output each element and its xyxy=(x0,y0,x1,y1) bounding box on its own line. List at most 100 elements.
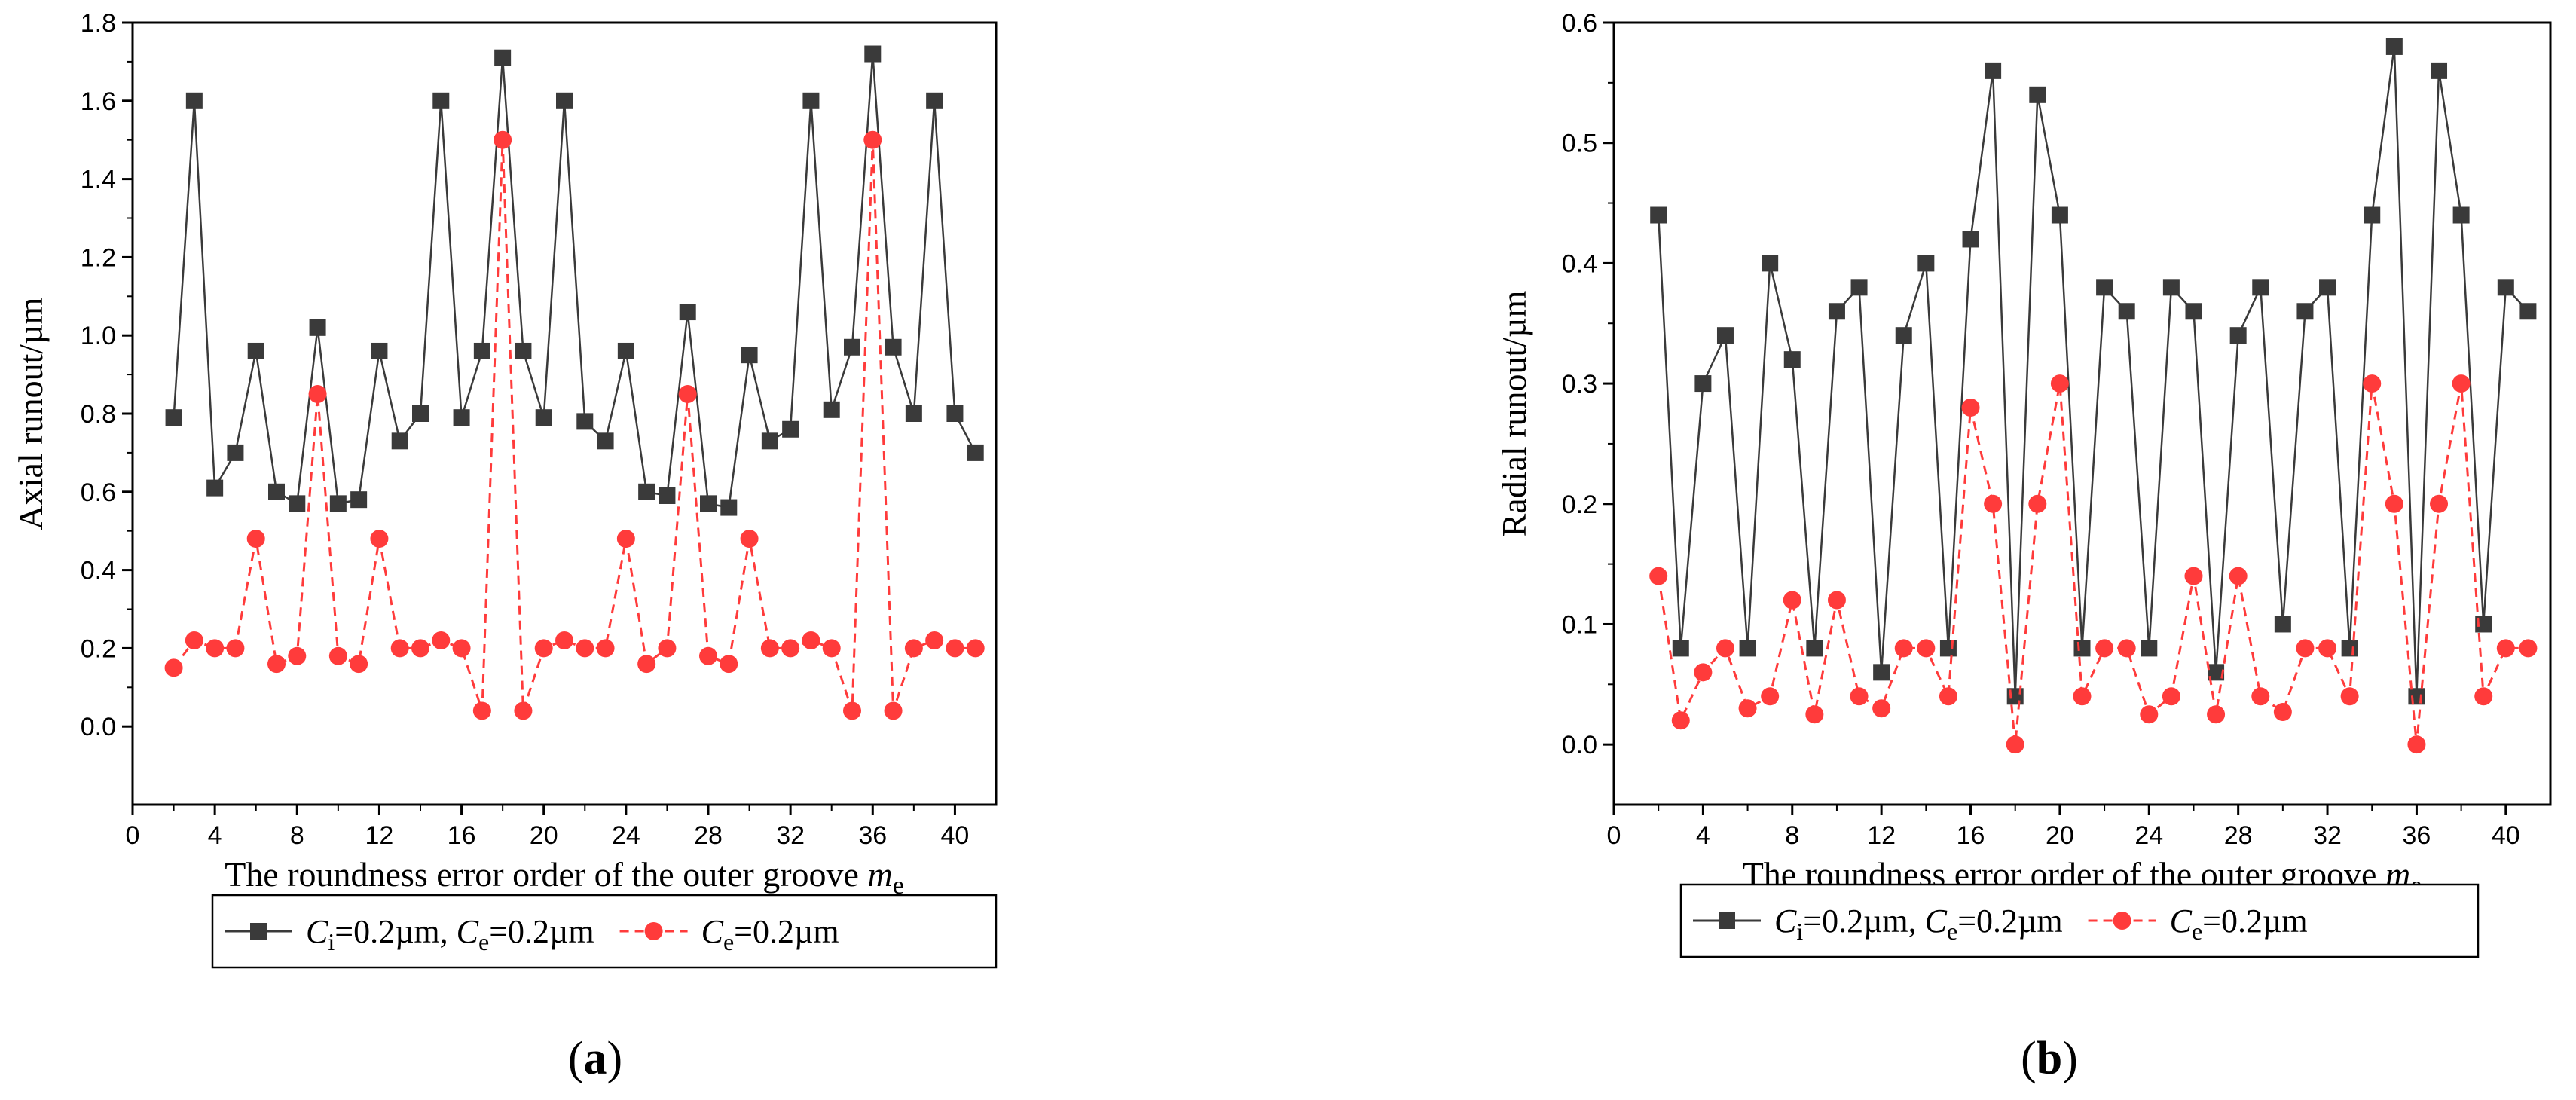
legend: Ci=0.2µm, Ce=0.2µm Ce=0.2µm xyxy=(211,894,998,969)
data-point-circle xyxy=(2028,494,2047,513)
data-point-square xyxy=(2497,279,2514,296)
y-tick-label: 0.4 xyxy=(1562,249,1597,278)
data-point-square xyxy=(227,444,244,461)
x-tick-label: 40 xyxy=(941,821,970,850)
data-point-circle xyxy=(1984,494,2003,513)
data-point-square xyxy=(2519,303,2537,320)
data-point-square xyxy=(268,483,285,500)
legend-marker-square xyxy=(250,923,267,940)
data-point-square xyxy=(556,92,573,109)
data-point-square xyxy=(1895,327,1912,344)
data-point-square xyxy=(1716,327,1734,344)
panel-caption: (b) xyxy=(2021,1033,2078,1084)
data-point-circle xyxy=(288,646,307,665)
data-point-square xyxy=(905,405,922,422)
data-point-square xyxy=(473,342,490,359)
data-point-square xyxy=(2475,616,2492,633)
legend-marker-circle xyxy=(2113,912,2131,930)
x-tick-label: 40 xyxy=(2492,821,2520,850)
data-point-circle xyxy=(2496,639,2515,658)
data-point-square xyxy=(679,304,696,321)
data-point-square xyxy=(2073,640,2091,657)
data-point-square xyxy=(2118,303,2135,320)
data-point-square xyxy=(1650,206,1667,224)
data-point-square xyxy=(1828,303,1845,320)
data-point-circle xyxy=(2273,703,2292,722)
x-axis-label: The roundness error order of the outer g… xyxy=(225,855,904,900)
data-point-circle xyxy=(494,130,512,149)
data-point-square xyxy=(2385,38,2403,55)
data-point-square xyxy=(638,483,655,500)
data-point-circle xyxy=(411,639,429,658)
legend: Ci=0.2µm, Ce=0.2µm Ce=0.2µm xyxy=(1679,883,2480,958)
y-tick-label: 0.8 xyxy=(81,400,116,429)
data-point-square xyxy=(2141,640,2158,657)
y-tick-label: 0.0 xyxy=(81,713,116,741)
legend-label: Ci=0.2µm, Ce=0.2µm xyxy=(306,913,594,955)
data-point-square xyxy=(1939,640,1957,657)
x-tick-label: 36 xyxy=(2403,821,2431,850)
data-point-circle xyxy=(164,658,183,677)
data-point-square xyxy=(720,499,738,516)
data-point-circle xyxy=(2251,687,2270,706)
data-point-square xyxy=(185,92,203,109)
data-point-circle xyxy=(350,655,368,674)
data-point-circle xyxy=(1738,699,1757,718)
data-point-square xyxy=(2029,86,2046,103)
x-tick-label: 4 xyxy=(208,821,222,850)
series-line-1 xyxy=(173,53,976,509)
data-point-circle xyxy=(822,639,841,658)
y-axis-label: Axial runout/µm xyxy=(11,297,50,530)
data-point-circle xyxy=(2095,639,2114,658)
data-point-circle xyxy=(2162,687,2180,706)
data-point-circle xyxy=(2385,494,2403,513)
data-point-square xyxy=(371,342,388,359)
data-point-square xyxy=(617,342,634,359)
data-point-square xyxy=(515,342,532,359)
data-point-square xyxy=(2408,688,2425,705)
data-point-circle xyxy=(678,385,697,404)
data-point-square xyxy=(782,420,799,438)
y-tick-label: 1.0 xyxy=(81,322,116,350)
y-tick-label: 0.2 xyxy=(81,634,116,663)
data-point-square xyxy=(1985,62,2002,79)
data-point-circle xyxy=(2140,705,2159,724)
data-point-circle xyxy=(576,639,594,658)
data-point-circle xyxy=(2318,639,2337,658)
x-tick-label: 20 xyxy=(530,821,558,850)
data-point-circle xyxy=(1917,639,1936,658)
data-point-circle xyxy=(802,631,820,650)
data-point-square xyxy=(453,409,470,426)
x-tick-label: 16 xyxy=(448,821,476,850)
data-point-square xyxy=(946,405,964,422)
data-point-circle xyxy=(2050,374,2069,393)
data-point-square xyxy=(967,444,984,461)
data-point-circle xyxy=(2207,705,2226,724)
data-point-circle xyxy=(534,639,553,658)
legend-marker-circle xyxy=(644,922,663,940)
data-point-circle xyxy=(2073,687,2092,706)
data-point-square xyxy=(576,413,594,430)
data-point-square xyxy=(2341,640,2358,657)
data-point-circle xyxy=(781,639,800,658)
data-point-circle xyxy=(1805,705,1824,724)
chart-panel-b: 0 4 8 12 16 20 24 28 32 36 40 0.0 0.1 0.2 0.3 0.4 0.5 0.6… xyxy=(1495,9,2552,1084)
data-point-circle xyxy=(308,385,327,404)
data-point-circle xyxy=(2474,687,2493,706)
data-point-square xyxy=(494,49,512,66)
data-point-circle xyxy=(1827,591,1846,610)
data-point-square xyxy=(1783,351,1801,368)
series-line-1 xyxy=(1657,46,2529,697)
data-point-circle xyxy=(1783,591,1801,610)
data-point-circle xyxy=(658,639,677,658)
data-point-square xyxy=(741,347,758,364)
data-point-circle xyxy=(843,701,861,720)
x-tick-label: 12 xyxy=(1867,821,1896,850)
data-point-square xyxy=(2431,62,2448,79)
data-point-circle xyxy=(1850,687,1869,706)
data-point-circle xyxy=(616,530,635,548)
data-point-circle xyxy=(904,639,923,658)
data-point-square xyxy=(2208,664,2225,681)
panel-caption: (a) xyxy=(568,1033,622,1084)
